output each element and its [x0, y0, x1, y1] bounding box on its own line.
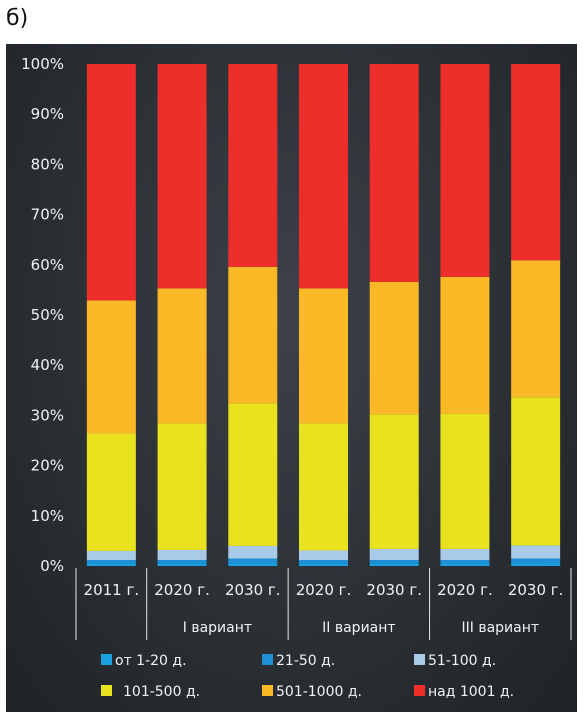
x-tick-label: 2011 г.: [84, 581, 140, 599]
y-tick-label: 80%: [31, 155, 64, 173]
group-label: II вариант: [322, 620, 395, 636]
bar-segment: [228, 545, 278, 559]
y-tick-label: 40%: [31, 356, 64, 374]
bar-segment: [511, 64, 561, 261]
group-label: I вариант: [183, 620, 252, 636]
bar-segment: [86, 563, 136, 566]
bar-segment: [157, 288, 207, 424]
x-tick-label: 2020 г.: [154, 581, 210, 599]
legend-swatch: [262, 654, 273, 665]
legend-swatch: [414, 654, 425, 665]
legend-label: 501-1000 д.: [276, 684, 362, 700]
legend-swatch: [414, 685, 425, 696]
stacked-bar-chart: 0% 10% 20% 30% 40% 50% 60% 70% 80% 90% 100% I вари…: [21, 55, 572, 700]
bar-segment: [157, 563, 207, 566]
bar-segment: [228, 64, 278, 267]
bar-segment: [440, 563, 490, 566]
bar-segment: [228, 403, 278, 546]
y-tick-label: 50%: [31, 306, 64, 324]
bar-segment: [440, 413, 490, 549]
bar-segment: [299, 64, 348, 289]
x-axis: I вариант II вариант III вариант 2011 г. 202…: [75, 568, 572, 640]
bar-segment: [369, 563, 419, 566]
bar-segment: [299, 288, 348, 424]
x-tick-label: 2020 г.: [296, 581, 352, 599]
bar-segment: [228, 558, 278, 564]
bar-segment: [86, 300, 136, 434]
bar-segment: [440, 276, 490, 414]
x-tick-label: 2030 г.: [366, 581, 422, 599]
bar-segment: [228, 266, 278, 404]
legend-label: 51-100 д.: [428, 653, 496, 669]
legend-swatch: [101, 654, 112, 665]
chart-panel: 0% 10% 20% 30% 40% 50% 60% 70% 80% 90% 100% I вари…: [6, 44, 577, 712]
y-tick-label: 90%: [31, 105, 64, 123]
bar-segment: [86, 64, 136, 301]
bar-segment: [440, 64, 490, 277]
legend-swatch: [262, 685, 273, 696]
x-tick-label: 2030 г.: [508, 581, 564, 599]
bar-segment: [369, 559, 419, 564]
bar-segment: [157, 549, 207, 560]
x-tick-label: 2030 г.: [225, 581, 281, 599]
bar-segment: [157, 559, 207, 564]
bar-segment: [86, 559, 136, 564]
bar-segment: [369, 414, 419, 549]
bar-segment: [157, 423, 207, 550]
bar-segment: [511, 260, 561, 398]
figure-label: б): [6, 6, 29, 31]
y-tick-label: 60%: [31, 256, 64, 274]
bar-segment: [86, 550, 136, 560]
y-tick-label: 0%: [40, 557, 64, 575]
y-tick-label: 100%: [21, 55, 64, 73]
legend-label: от 1-20 д.: [115, 653, 187, 669]
legend-label: 101-500 д.: [123, 684, 200, 700]
bar-segment: [299, 550, 348, 560]
bar-segment: [369, 548, 419, 560]
y-tick-label: 10%: [31, 507, 64, 525]
bar-segment: [299, 563, 348, 566]
bar-segment: [86, 433, 136, 551]
y-tick-label: 70%: [31, 206, 64, 224]
x-tick-label: 2020 г.: [437, 581, 493, 599]
y-axis: 0% 10% 20% 30% 40% 50% 60% 70% 80% 90% 100%: [21, 55, 64, 575]
legend-swatch: [101, 685, 112, 696]
legend: от 1-20 д. 21-50 д. 51-100 д. 101-500 д. 501…: [101, 653, 514, 700]
bar-segment: [369, 281, 419, 415]
bar-segment: [440, 548, 490, 560]
bar-segment: [511, 397, 561, 546]
bar-segment: [228, 563, 278, 566]
bars: [86, 64, 561, 566]
group-label: III вариант: [462, 620, 540, 636]
y-tick-label: 20%: [31, 457, 64, 475]
bar-segment: [511, 563, 561, 566]
bar-segment: [440, 559, 490, 564]
legend-label: 21-50 д.: [276, 653, 335, 669]
bar-segment: [157, 64, 207, 289]
legend-label: над 1001 д.: [428, 684, 514, 700]
bar-segment: [299, 559, 348, 564]
y-tick-label: 30%: [31, 406, 64, 424]
bar-segment: [511, 558, 561, 564]
bar-segment: [511, 545, 561, 559]
bar-segment: [299, 423, 348, 551]
bar-segment: [369, 64, 419, 282]
